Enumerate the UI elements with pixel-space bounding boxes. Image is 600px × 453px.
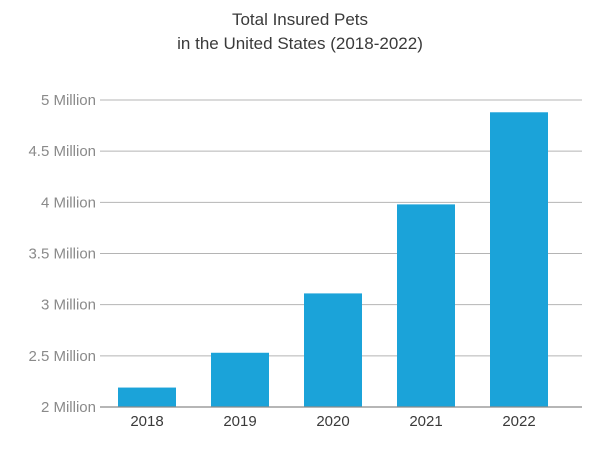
x-tick-label: 2020 [316,413,349,430]
y-tick-label: 3.5 Million [28,246,96,263]
chart-title-line-2: in the United States (2018-2022) [177,34,423,53]
chart-title-line-1: Total Insured Pets [231,10,369,29]
x-tick-label: 2018 [130,413,163,430]
chart-title: Total Insured Pets in the United States … [0,8,600,56]
x-tick-label: 2021 [409,413,442,430]
x-tick-label: 2022 [502,413,535,430]
y-tick-label: 4.5 Million [28,143,96,160]
bar-2019 [211,352,269,407]
y-tick-label: 2 Million [41,399,96,416]
y-tick-label: 4 Million [41,194,96,211]
bars [118,112,548,407]
y-tick-label: 3 Million [41,297,96,314]
bar-2018 [118,387,176,407]
labels: 2 Million 2.5 Million 3 Million 3.5 Million… [28,92,535,430]
x-tick-label: 2019 [223,413,256,430]
bar-2022 [490,112,548,407]
y-tick-label: 5 Million [41,92,96,109]
bar-2021 [397,204,455,407]
bar-2020 [304,293,362,407]
y-tick-label: 2.5 Million [28,348,96,365]
